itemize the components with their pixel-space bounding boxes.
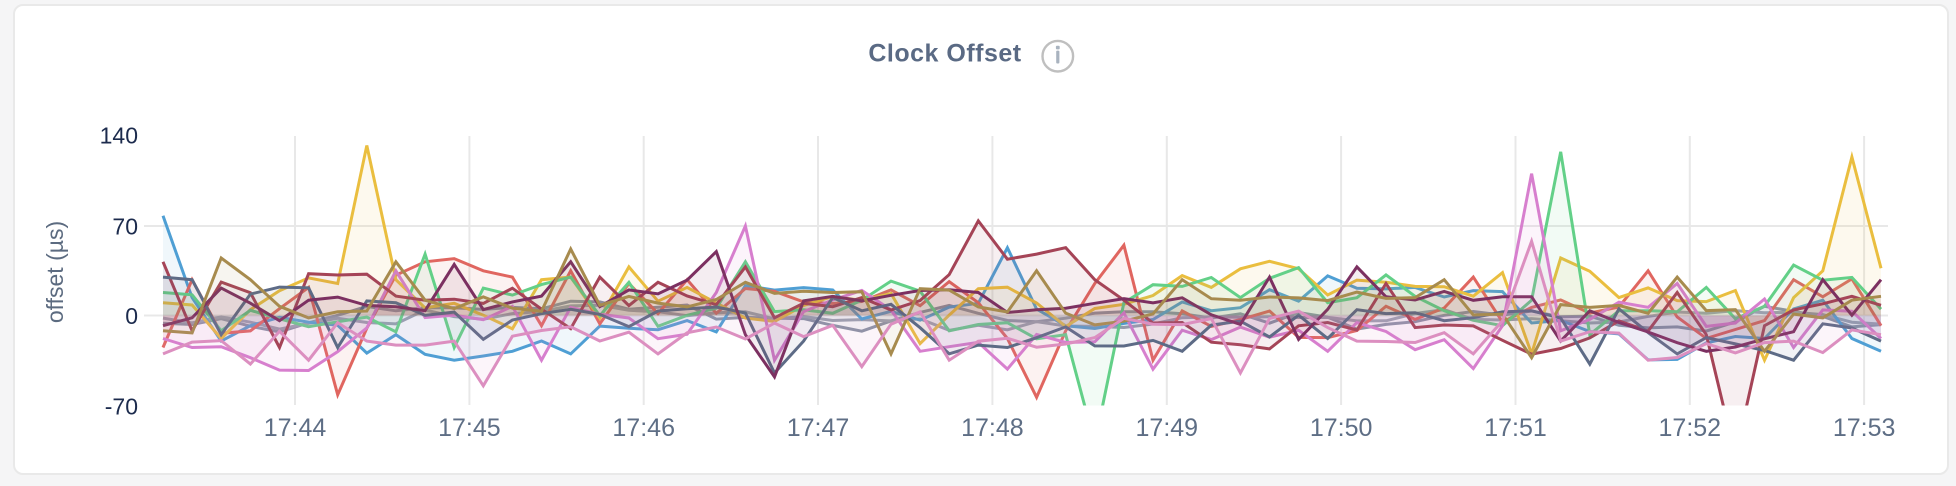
svg-text:17:48: 17:48 — [961, 414, 1024, 442]
svg-text:-70: -70 — [105, 393, 138, 419]
svg-text:17:45: 17:45 — [438, 414, 501, 442]
svg-text:0: 0 — [125, 303, 138, 329]
svg-text:17:47: 17:47 — [787, 414, 850, 442]
svg-text:17:50: 17:50 — [1310, 414, 1373, 442]
svg-text:17:49: 17:49 — [1136, 414, 1199, 442]
svg-text:Clock Offset: Clock Offset — [868, 40, 1021, 68]
svg-text:17:52: 17:52 — [1659, 414, 1722, 442]
svg-text:17:44: 17:44 — [264, 414, 327, 442]
svg-text:17:51: 17:51 — [1484, 414, 1547, 442]
svg-text:17:46: 17:46 — [612, 414, 675, 442]
svg-text:70: 70 — [112, 214, 138, 240]
svg-text:offset (µs): offset (µs) — [42, 221, 68, 323]
svg-text:140: 140 — [100, 122, 138, 148]
svg-text:17:53: 17:53 — [1833, 414, 1896, 442]
